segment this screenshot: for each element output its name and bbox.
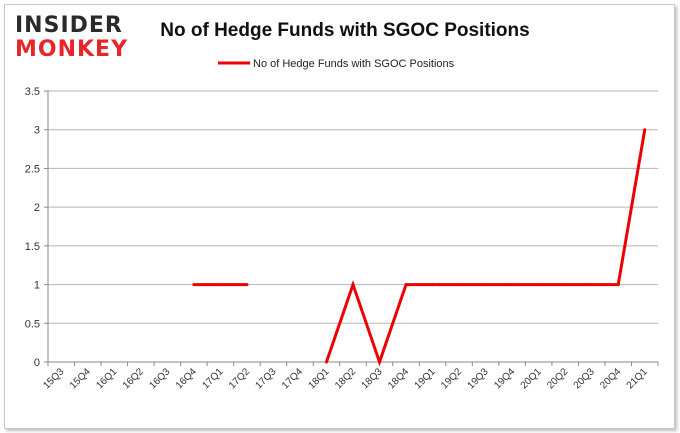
x-tick-label: 15Q3 — [41, 366, 66, 391]
x-tick-label: 19Q3 — [466, 366, 491, 391]
data-point-18Q2 — [351, 283, 355, 287]
chart-title: No of Hedge Funds with SGOC Positions — [160, 20, 530, 41]
data-point-20Q2 — [563, 283, 567, 287]
data-point-19Q2 — [457, 283, 461, 287]
y-tick-label: 0 — [34, 357, 40, 369]
data-point-20Q1 — [537, 283, 541, 287]
y-tick-label: 3 — [34, 125, 40, 137]
x-tick-label: 20Q1 — [519, 366, 544, 391]
y-tick-label: 2.5 — [25, 163, 40, 175]
x-tick-label: 21Q1 — [625, 366, 650, 391]
y-tick-label: 1 — [34, 280, 40, 292]
x-tick-label: 19Q1 — [413, 366, 438, 391]
x-tick-label: 17Q4 — [280, 366, 305, 391]
logo-line-1: INSIDER — [15, 13, 123, 38]
data-point-18Q3 — [378, 360, 382, 364]
data-point-18Q4 — [404, 283, 408, 287]
x-tick-label: 17Q2 — [227, 366, 252, 391]
logo-line-2: MONKEY — [15, 37, 129, 62]
x-axis-ticks: 15Q3 15Q4 16Q1 16Q2 16Q3 16Q4 17Q1 17Q2 17Q3 17Q4… — [41, 362, 659, 391]
y-tick-label: 0.5 — [25, 318, 40, 330]
x-tick-label: 19Q4 — [492, 366, 517, 391]
y-tick-label: 1.5 — [25, 241, 40, 253]
insider-monkey-logo: INSIDER MONKEY — [15, 13, 133, 63]
x-tick-label: 19Q2 — [439, 366, 464, 391]
x-tick-label: 16Q4 — [174, 366, 199, 391]
data-point-16Q4 — [192, 283, 196, 287]
x-tick-label: 16Q1 — [94, 366, 119, 391]
y-axis-ticks: 0 0.5 1 1.5 2 2.5 3 3.5 — [25, 86, 48, 369]
legend-label: No of Hedge Funds with SGOC Positions — [253, 58, 455, 70]
x-tick-label: 20Q2 — [545, 366, 570, 391]
x-tick-label: 18Q2 — [333, 366, 358, 391]
x-tick-label: 16Q3 — [147, 366, 172, 391]
data-point-17Q1 — [218, 283, 222, 287]
data-point-19Q3 — [484, 283, 488, 287]
legend: No of Hedge Funds with SGOC Positions — [218, 58, 455, 70]
x-tick-label: 18Q1 — [307, 366, 332, 391]
x-tick-label: 16Q2 — [121, 366, 146, 391]
data-point-18Q1 — [324, 360, 328, 364]
data-point-20Q4 — [616, 283, 620, 287]
data-point-19Q4 — [510, 283, 514, 287]
gridlines — [47, 90, 658, 363]
x-tick-label: 18Q3 — [360, 366, 385, 391]
chart-frame: INSIDER MONKEY No of Hedge Funds with SG… — [4, 4, 675, 429]
series-layer — [192, 128, 647, 367]
y-tick-label: 3.5 — [25, 86, 40, 98]
x-tick-label: 17Q1 — [200, 366, 225, 391]
data-point-20Q3 — [590, 283, 594, 287]
data-point-19Q1 — [431, 283, 435, 287]
y-tick-label: 2 — [34, 202, 40, 214]
x-tick-label: 15Q4 — [68, 366, 93, 391]
x-tick-label: 18Q4 — [386, 366, 411, 391]
data-point-17Q2 — [245, 283, 249, 287]
x-tick-label: 20Q4 — [598, 366, 623, 391]
data-point-21Q1 — [643, 128, 647, 132]
x-tick-label: 17Q3 — [253, 366, 278, 391]
x-tick-label: 20Q3 — [572, 366, 597, 391]
